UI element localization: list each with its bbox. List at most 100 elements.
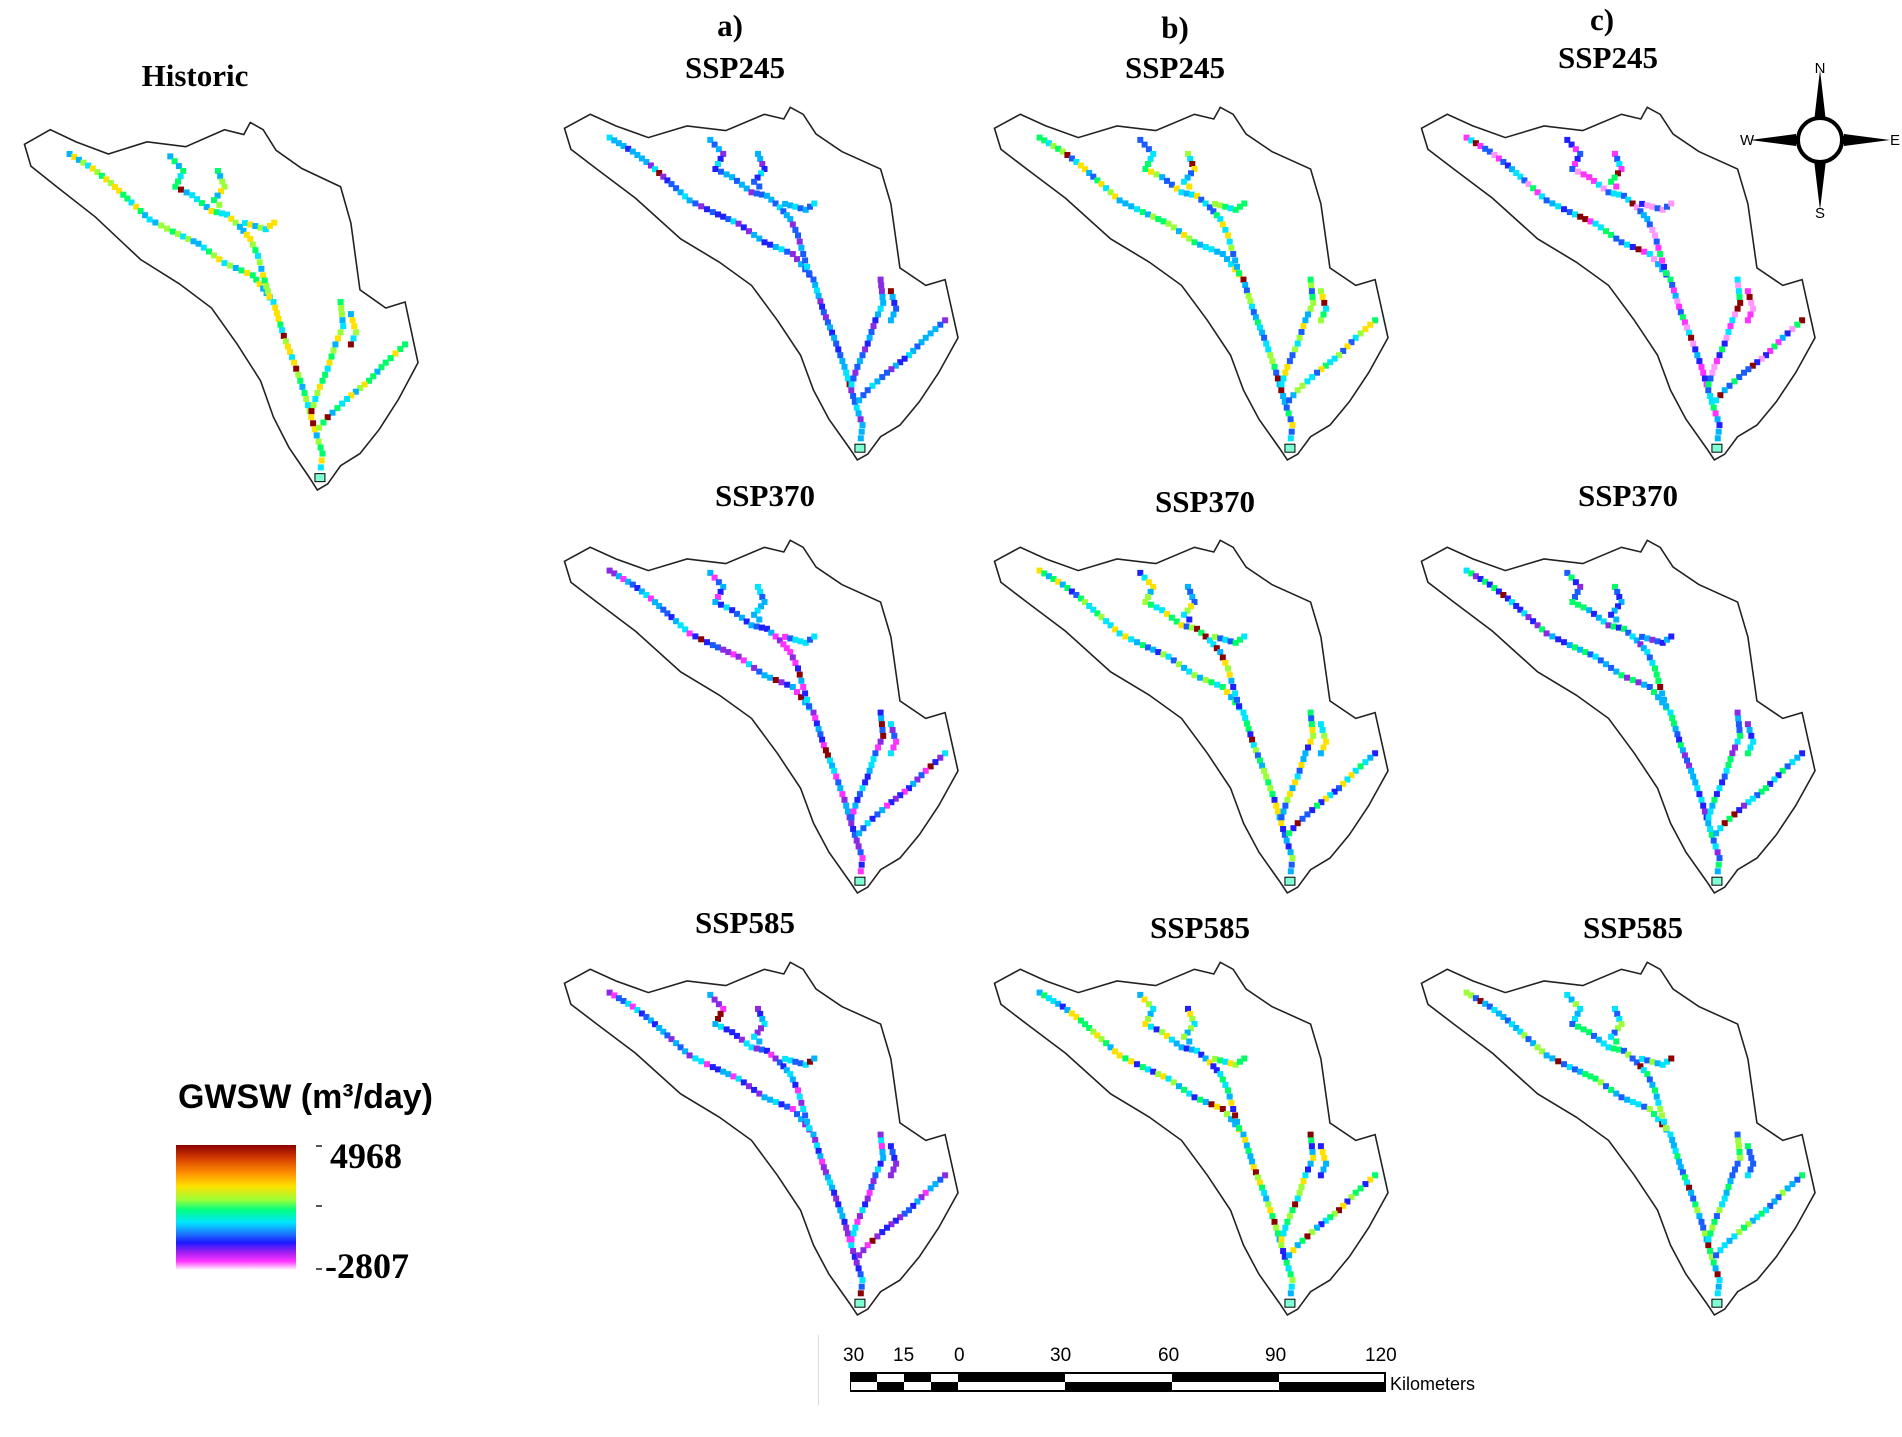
stream-cell [844, 808, 851, 815]
stream-cell [107, 180, 114, 187]
outlet-marker [1284, 876, 1296, 886]
stream-cell [1309, 374, 1316, 381]
stream-cell [1055, 1000, 1062, 1007]
stream-cell [848, 381, 855, 388]
stream-cell [1569, 166, 1576, 172]
stream-cell [1611, 1029, 1618, 1036]
stream-cell [1173, 618, 1180, 625]
stream-cell [611, 137, 618, 144]
stream-cell [758, 1046, 765, 1053]
stream-cell [1322, 362, 1329, 369]
stream-cell [1597, 1079, 1604, 1086]
stream-cell [1700, 1224, 1707, 1231]
stream-cell [629, 148, 636, 155]
stream-cell [1186, 668, 1193, 675]
stream-cell [1206, 204, 1213, 211]
stream-cell [1649, 1058, 1656, 1065]
stream-cell [249, 241, 256, 248]
stream-cell [247, 221, 254, 228]
stream-cell [1189, 594, 1196, 600]
stream-cell [1331, 355, 1338, 362]
stream-cell [880, 1154, 887, 1161]
stream-cell [866, 334, 873, 341]
stream-cell [1716, 1277, 1723, 1284]
stream-cell [1206, 637, 1213, 644]
stream-cell [1045, 140, 1052, 147]
stream-cell [175, 178, 181, 185]
stream-cell [817, 731, 824, 738]
stream-cell [720, 1005, 727, 1012]
stream-cell [734, 177, 740, 184]
stream-cell [857, 435, 864, 442]
stream-cell [862, 779, 869, 786]
stream-cell [761, 166, 768, 172]
stream-cell [1610, 190, 1617, 197]
stream-cell [735, 220, 742, 227]
stream-cell [1674, 298, 1681, 305]
stream-cell [1611, 607, 1618, 614]
stream-cell [1222, 1081, 1229, 1088]
stream-cell [1509, 599, 1515, 606]
stream-cell [860, 392, 867, 399]
stream-cell [743, 618, 750, 625]
stream-cell [796, 238, 803, 245]
stream-cell [1595, 1036, 1602, 1043]
watershed-boundary [563, 961, 959, 1317]
stream-cell [856, 397, 863, 404]
stream-cell [1713, 791, 1720, 798]
stream-cell [1564, 136, 1571, 143]
stream-cell [1677, 309, 1684, 316]
stream-cell [761, 599, 768, 605]
stream-cell [260, 285, 267, 292]
stream-cell [707, 569, 714, 576]
stream-cell [615, 573, 622, 580]
stream-cell [1197, 241, 1204, 248]
stream-cell [1232, 257, 1239, 264]
stream-cell [1568, 574, 1575, 581]
stream-cell [677, 189, 684, 196]
stream-cell [1655, 1116, 1662, 1123]
stream-cell [338, 311, 345, 318]
stream-cell [878, 1143, 885, 1150]
stream-cell [1073, 592, 1080, 598]
stream-cell [711, 996, 718, 1003]
stream-cell [1477, 576, 1484, 582]
stream-cell [638, 1010, 645, 1017]
stream-cell [1614, 155, 1621, 162]
stream-cell [851, 1253, 858, 1260]
stream-cell [1745, 366, 1752, 373]
stream-cell [1142, 1021, 1149, 1027]
stream-cell [1173, 1040, 1180, 1047]
stream-cell [1629, 677, 1636, 683]
stream-cell [817, 1153, 824, 1160]
stream-cell [1148, 601, 1154, 608]
stream-cell [1257, 324, 1263, 331]
stream-cell [878, 715, 885, 722]
stream-cell [1725, 1184, 1732, 1190]
stream-cell [1534, 189, 1541, 196]
stream-cell [857, 416, 864, 423]
stream-cell [1086, 1025, 1093, 1031]
stream-cell [1309, 727, 1316, 733]
stream-cell [1191, 1094, 1198, 1101]
stream-cell [1705, 1242, 1712, 1249]
stream-cell [802, 206, 809, 213]
stream-cell [1050, 143, 1057, 149]
stream-cell [1168, 1036, 1175, 1043]
stream-cell [1317, 721, 1324, 728]
stream-cell [1188, 191, 1195, 198]
stream-cell [1635, 679, 1642, 686]
stream-cell [878, 1137, 885, 1144]
stream-cell [1230, 251, 1237, 257]
stream-cell [1482, 578, 1489, 585]
stream-cell [1225, 232, 1231, 239]
stream-cell [1283, 1259, 1290, 1266]
stream-cell [711, 141, 718, 148]
stream-cell [914, 343, 921, 350]
stream-cell [704, 1061, 710, 1068]
stream-cell [1227, 205, 1234, 212]
stream-cell [1748, 1154, 1755, 1161]
stream-cell [1150, 583, 1157, 590]
stream-cell [1150, 1005, 1157, 1012]
stream-cell [937, 1176, 944, 1183]
